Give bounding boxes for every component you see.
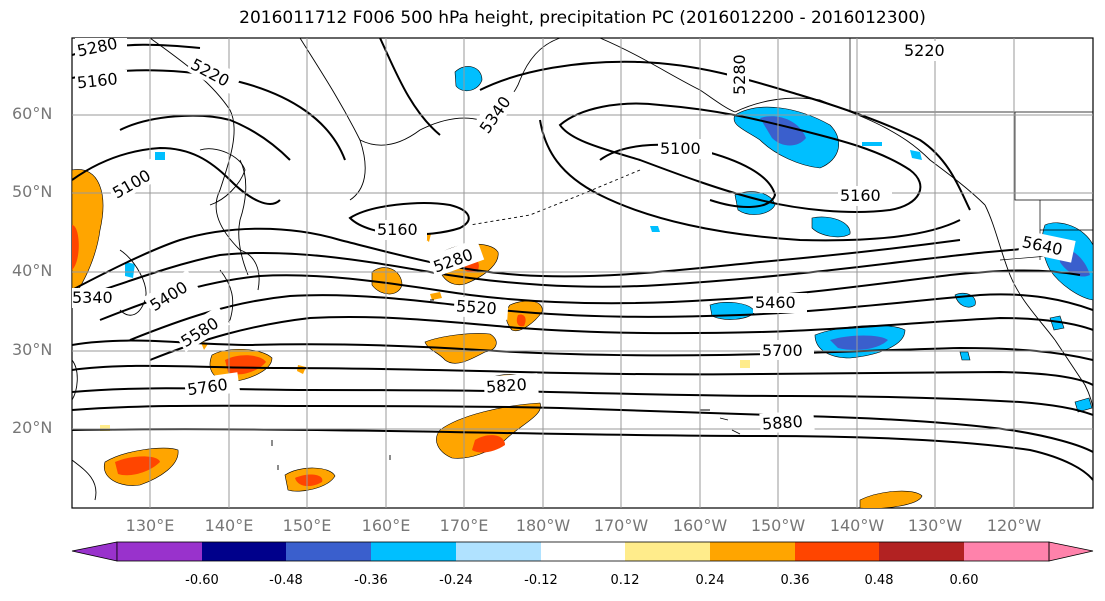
colorbar [72,542,1093,561]
colorbar-tick-label: -0.36 [354,573,388,588]
colorbar-tick-label: 0.48 [865,573,894,588]
lon-label: 120°W [987,516,1041,535]
colorbar-tick-label: 0.60 [950,573,979,588]
contour-label: 5160 [840,186,881,205]
colorbar-tick-label: 0.36 [781,573,810,588]
lon-label: 140°W [830,516,884,535]
colorbar-segment [117,542,202,561]
contour-label: 5100 [660,139,701,158]
colorbar-tick-label: -0.48 [269,573,303,588]
contour-label: 5460 [755,293,796,312]
lon-label: 160°E [362,516,411,535]
map-canvas: 5280 5160 5220 5340 5280 5220 5100 5160 … [0,0,1105,601]
colorbar-tick-label: 0.24 [696,573,725,588]
lat-label: 40°N [12,261,52,280]
lon-label: 150°W [751,516,805,535]
lon-label: 140°E [205,516,254,535]
colorbar-segment [879,542,964,561]
contour-label: 5520 [455,296,497,318]
colorbar-tick-label: -0.24 [439,573,473,588]
map-frame [72,38,1093,508]
lon-label: 130°E [126,516,175,535]
contour-label: 5220 [904,41,945,60]
lon-label: 170°E [440,516,489,535]
colorbar-segment [795,542,879,561]
lat-label: 30°N [12,340,52,359]
colorbar-segment [456,542,541,561]
contour-label: 5700 [762,341,803,360]
colorbar-segment [964,542,1049,561]
colorbar-segment [1049,542,1093,561]
contour-label: 5880 [761,412,803,434]
contour-label: 5820 [485,375,527,397]
colorbar-segment [541,542,625,561]
lon-label: 170°W [594,516,648,535]
lon-label: 160°W [673,516,727,535]
colorbar-segment [625,542,710,561]
colorbar-segment [202,542,286,561]
lat-label: 60°N [12,104,52,123]
colorbar-tick-label: 0.12 [611,573,640,588]
contour-label: 5280 [730,54,749,95]
colorbar-segment [286,542,371,561]
lon-label: 130°W [908,516,962,535]
colorbar-segment [710,542,795,561]
contour-label: 5160 [377,220,418,239]
colorbar-segment [72,542,117,561]
colorbar-tick-label: -0.12 [524,573,558,588]
lon-label: 180°W [516,516,570,535]
lat-label: 20°N [12,418,52,437]
lon-label: 150°E [283,516,332,535]
lat-label: 50°N [12,182,52,201]
colorbar-tick-label: -0.60 [185,573,219,588]
colorbar-segment [371,542,456,561]
contour-label: 5340 [72,288,113,307]
